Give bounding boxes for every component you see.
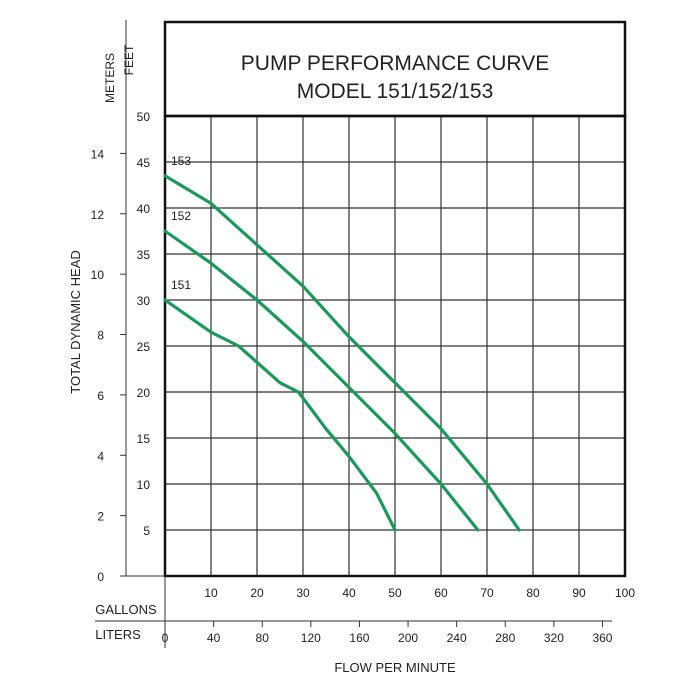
gallons-tick-label: 60 (434, 586, 448, 600)
title-box (163, 20, 627, 118)
gallons-unit-label: GALLONS (95, 602, 157, 617)
gallons-tick-label: 80 (526, 586, 540, 600)
gallons-tick-label: 30 (296, 586, 310, 600)
feet-tick-label: 10 (137, 478, 151, 492)
gallons-tick-label: 40 (342, 586, 356, 600)
feet-tick-label: 35 (137, 248, 151, 262)
gallons-tick-label: 100 (615, 586, 635, 600)
feet-tick-label: 15 (137, 432, 151, 446)
feet-tick-label: 25 (137, 340, 151, 354)
series-label-151: 151 (171, 278, 191, 292)
feet-tick-label: 30 (137, 294, 151, 308)
feet-tick-label: 50 (137, 110, 151, 124)
meters-tick-label: 10 (91, 268, 105, 282)
gallons-tick-label: 50 (388, 586, 402, 600)
y-axis-label: TOTAL DYNAMIC HEAD (68, 250, 83, 394)
series-line-152 (163, 229, 480, 532)
x-axis-label: FLOW PER MINUTE (334, 660, 456, 675)
series-line-151 (163, 298, 397, 532)
series-line-153 (163, 174, 521, 532)
gallons-tick-label: 10 (204, 586, 218, 600)
chart-title-line1: PUMP PERFORMANCE CURVE (241, 52, 549, 75)
liters-tick-label: 80 (256, 631, 270, 645)
feet-tick-label: 45 (137, 156, 151, 170)
series-label-153: 153 (171, 154, 191, 168)
liters-tick-label: 360 (592, 631, 612, 645)
feet-unit-label: FEET (122, 44, 136, 75)
meters-tick-label: 12 (91, 208, 105, 222)
liters-tick-label: 200 (398, 631, 418, 645)
gallons-tick-label: 70 (480, 586, 494, 600)
feet-tick-label: 20 (137, 386, 151, 400)
meters-tick-label: 4 (97, 449, 104, 463)
gallons-tick-label: 20 (250, 586, 264, 600)
liters-tick-label: 0 (162, 631, 169, 645)
liters-tick-label: 40 (207, 631, 221, 645)
liters-tick-label: 240 (447, 631, 467, 645)
liters-tick-label: 320 (544, 631, 564, 645)
liters-unit-label: LITERS (95, 627, 141, 642)
liters-tick-label: 120 (301, 631, 321, 645)
series-label-152: 152 (171, 209, 191, 223)
liters-tick-label: 280 (495, 631, 515, 645)
liters-tick-label: 160 (349, 631, 369, 645)
meters-unit-label: METERS (103, 53, 117, 103)
meters-tick-label: 0 (97, 570, 104, 584)
feet-tick-label: 5 (143, 524, 150, 538)
chart-title-line2: MODEL 151/152/153 (297, 80, 494, 103)
meters-tick-label: 14 (91, 147, 105, 161)
meters-tick-label: 6 (97, 389, 104, 403)
feet-tick-label: 40 (137, 202, 151, 216)
gallons-tick-label: 90 (572, 586, 586, 600)
meters-tick-label: 8 (97, 329, 104, 343)
plot-frame (163, 114, 627, 578)
meters-tick-label: 2 (97, 510, 104, 524)
